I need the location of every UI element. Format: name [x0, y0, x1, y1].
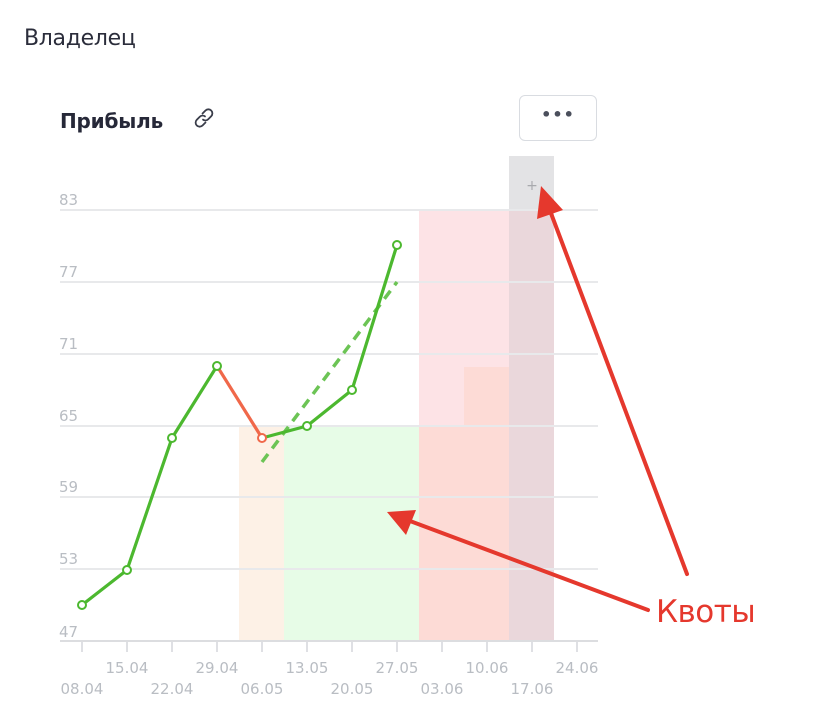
arrow-to-green-band: [408, 519, 650, 612]
data-point[interactable]: [257, 433, 267, 443]
data-point[interactable]: [302, 421, 312, 431]
ellipsis-icon: •••: [541, 105, 575, 124]
profit-line: [80, 243, 399, 607]
link-icon[interactable]: [190, 104, 218, 132]
svg-text:13.05: 13.05: [286, 659, 329, 677]
widget-title: Прибыль: [60, 109, 164, 133]
svg-text:10.06: 10.06: [466, 659, 509, 677]
svg-text:06.05: 06.05: [241, 680, 284, 698]
quota-band-1006-inner: [464, 367, 509, 641]
add-quota-icon[interactable]: +: [526, 178, 538, 194]
svg-text:53: 53: [59, 550, 78, 568]
svg-text:15.04: 15.04: [106, 659, 149, 677]
svg-text:27.05: 27.05: [376, 659, 419, 677]
svg-text:20.05: 20.05: [331, 680, 374, 698]
data-point[interactable]: [122, 565, 132, 575]
arrowhead-icon: [537, 186, 563, 219]
data-point[interactable]: [212, 361, 222, 371]
svg-text:22.04: 22.04: [151, 680, 194, 698]
annotation-arrows: [387, 186, 689, 612]
data-point[interactable]: [392, 240, 402, 250]
svg-text:59: 59: [59, 478, 78, 496]
data-point[interactable]: [347, 385, 357, 395]
svg-text:08.04: 08.04: [61, 680, 104, 698]
svg-text:47: 47: [59, 623, 78, 641]
arrowhead-icon: [387, 510, 416, 535]
x-axis-ticks: [81, 642, 578, 652]
svg-text:77: 77: [59, 263, 78, 281]
quotas-annotation-label: Квоты: [656, 594, 756, 630]
svg-text:71: 71: [59, 335, 78, 353]
owner-label: Владелец: [24, 26, 136, 51]
quota-band-0605[interactable]: [239, 426, 284, 641]
more-options-button[interactable]: •••: [519, 95, 597, 141]
arrow-to-add-column: [547, 206, 689, 576]
data-points: [77, 240, 402, 610]
svg-text:03.06: 03.06: [421, 680, 464, 698]
svg-text:24.06: 24.06: [556, 659, 599, 677]
svg-text:29.04: 29.04: [196, 659, 239, 677]
data-point[interactable]: [77, 600, 87, 610]
quota-band-1305-0306[interactable]: [284, 426, 419, 641]
grid-lines: [60, 209, 598, 642]
data-point[interactable]: [167, 433, 177, 443]
svg-text:83: 83: [59, 191, 78, 209]
x-axis-labels: 15.04 29.04 13.05 27.05 10.06 24.06 08.0…: [61, 659, 599, 698]
svg-text:17.06: 17.06: [511, 680, 554, 698]
svg-text:65: 65: [59, 407, 78, 425]
y-axis-labels: 83 77 71 65 59 53 47: [59, 191, 78, 641]
